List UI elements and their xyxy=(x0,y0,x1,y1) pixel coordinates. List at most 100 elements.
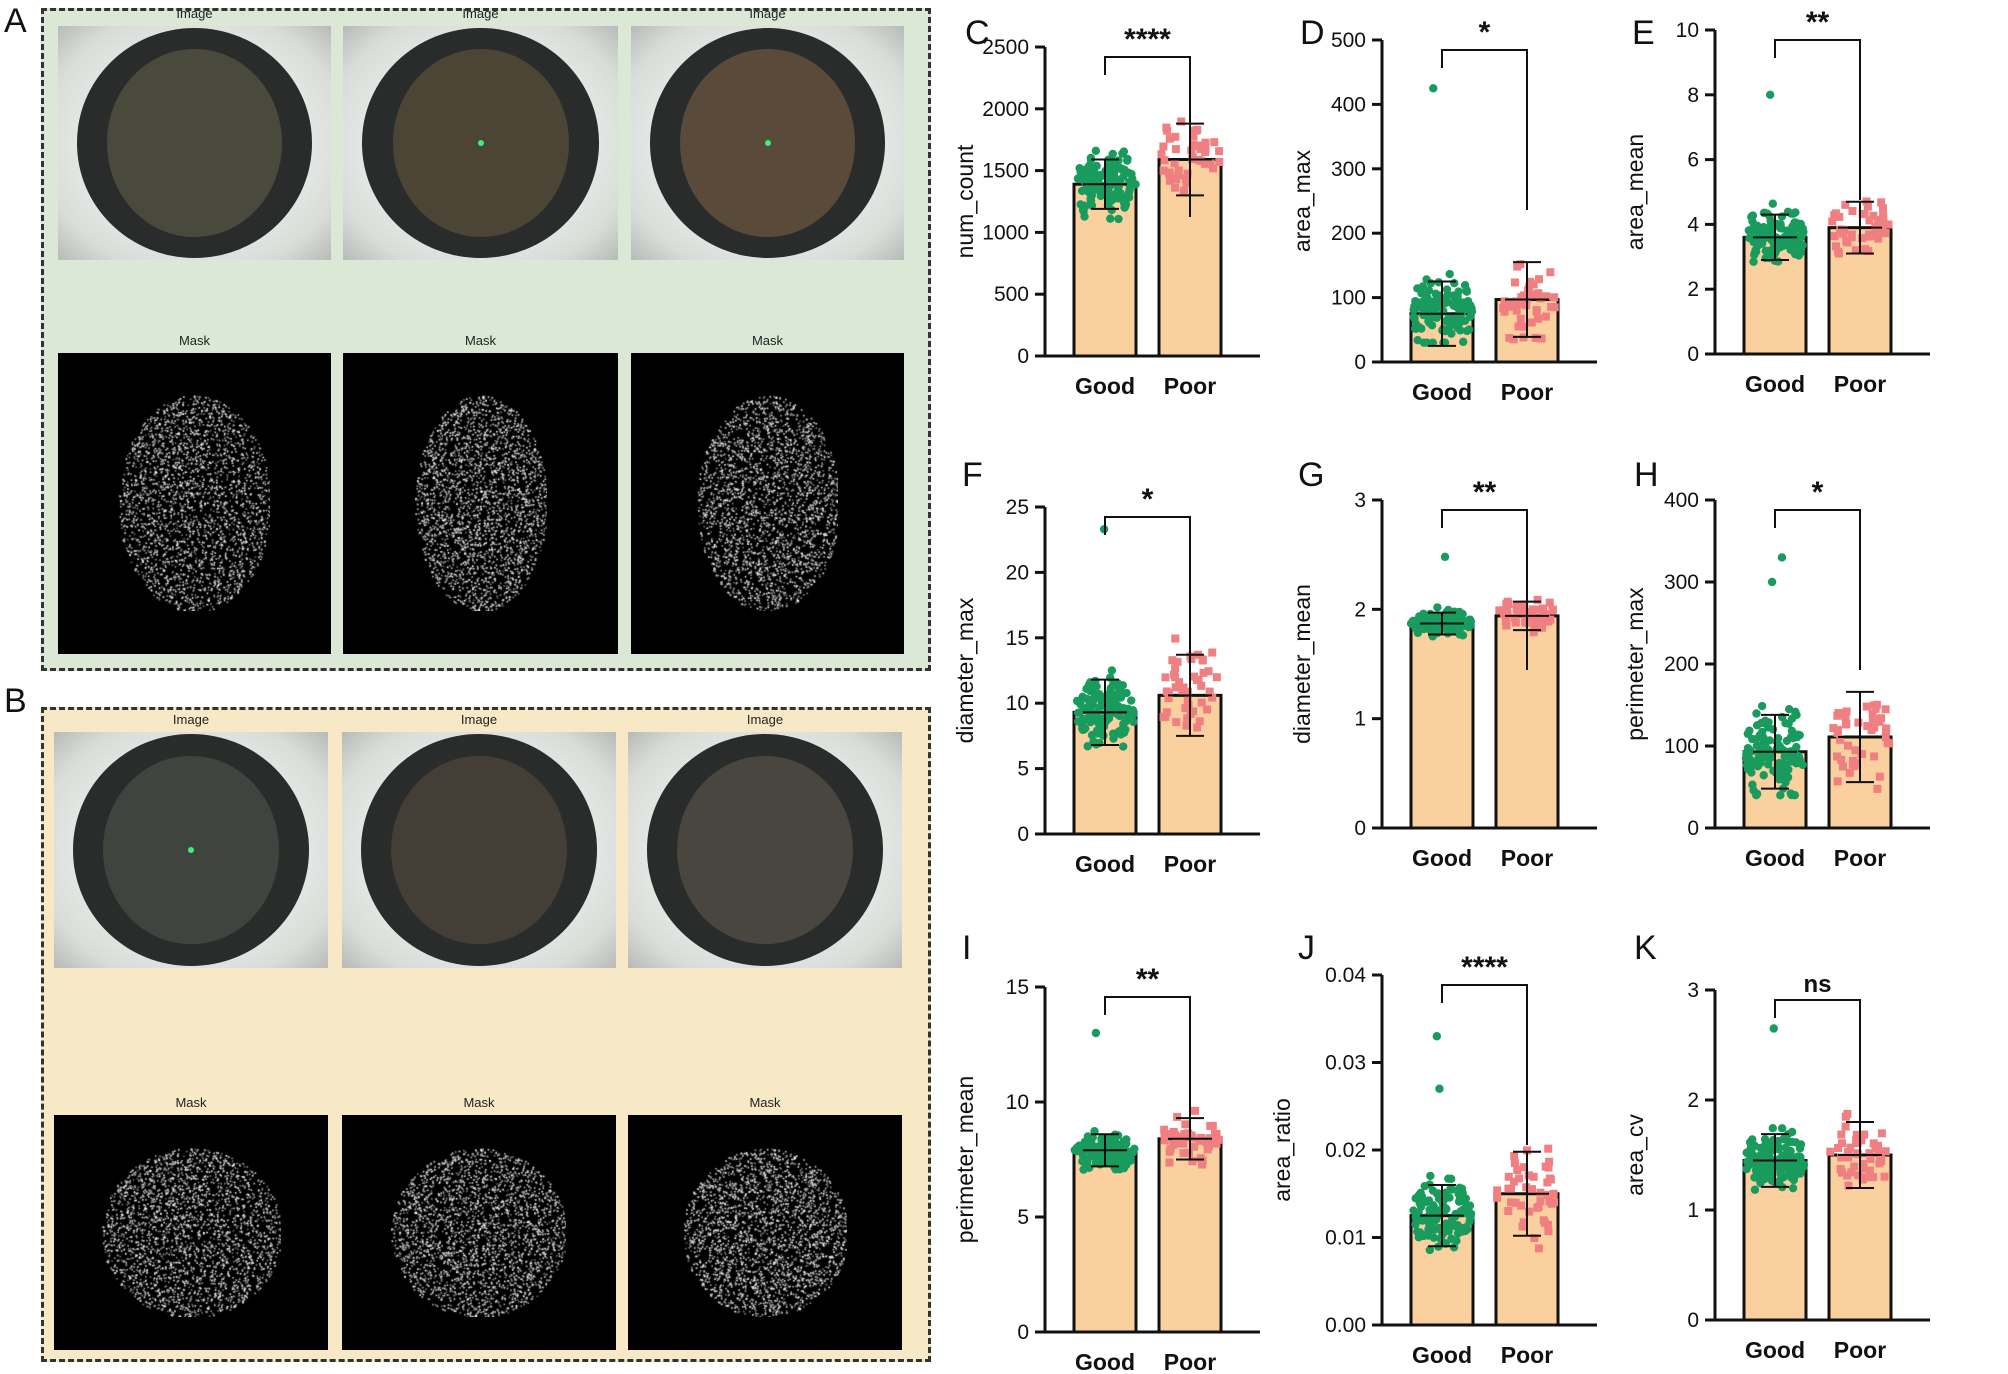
data-point-good xyxy=(1413,335,1422,345)
data-point-poor xyxy=(1844,1181,1853,1190)
data-point-poor xyxy=(1171,683,1180,692)
data-point-good xyxy=(1450,278,1459,288)
data-point-good xyxy=(1089,1150,1098,1159)
data-point-good xyxy=(1752,709,1761,718)
image-label: Image xyxy=(176,6,213,21)
data-point-poor xyxy=(1177,1132,1186,1141)
mask-tile-1: Mask xyxy=(54,1095,328,1350)
data-point-poor xyxy=(1510,1158,1519,1167)
y-tick-label: 10 xyxy=(1676,19,1699,42)
data-point-poor xyxy=(1530,619,1539,628)
mask-label: Mask xyxy=(751,333,784,348)
significance-label: ** xyxy=(1136,963,1160,996)
data-point-poor xyxy=(1179,1149,1188,1158)
data-point-poor xyxy=(1861,245,1870,254)
data-point-good xyxy=(1099,731,1108,740)
data-point-poor xyxy=(1848,760,1857,769)
data-point-good xyxy=(1424,286,1434,295)
data-point-poor xyxy=(1165,1158,1174,1167)
data-point-good xyxy=(1777,553,1787,562)
y-axis-label: diameter_max xyxy=(952,597,978,743)
data-point-poor xyxy=(1837,1139,1846,1148)
data-point-poor xyxy=(1871,704,1880,713)
data-point-good xyxy=(1765,90,1775,100)
data-point-good xyxy=(1750,1173,1759,1182)
data-point-poor xyxy=(1844,741,1853,750)
data-point-good xyxy=(1081,1141,1091,1151)
panel-letter: C xyxy=(965,14,990,52)
data-point-poor xyxy=(1193,723,1202,732)
panel-letter: E xyxy=(1632,14,1655,52)
data-point-good xyxy=(1425,1245,1435,1255)
data-point-good xyxy=(1095,689,1104,699)
data-point-good xyxy=(1091,146,1101,155)
panel-letter: J xyxy=(1298,929,1315,967)
data-point-good xyxy=(1774,742,1783,751)
y-tick-label: 400 xyxy=(1331,93,1366,116)
panel-letter-a: A xyxy=(4,2,27,40)
data-point-good xyxy=(1409,305,1418,314)
data-point-poor xyxy=(1198,1160,1207,1169)
data-point-poor xyxy=(1501,617,1510,626)
chart-j: J 0.00 0.01 0.02 0.03 0.04 area_ratio Good Poor *… xyxy=(1269,929,1597,1368)
x-tick-label: Good xyxy=(1075,1349,1135,1374)
data-point-good xyxy=(1790,249,1800,259)
data-point-good xyxy=(1453,323,1462,333)
image-label: Image xyxy=(462,6,499,21)
y-tick-label: 100 xyxy=(1331,287,1366,310)
y-axis-label: perimeter_max xyxy=(1622,587,1648,741)
data-point-poor xyxy=(1500,297,1509,306)
chart-i: I 0 5 10 15 perimeter_mean Good Poor ** xyxy=(952,929,1260,1374)
data-point-good xyxy=(1455,630,1464,639)
data-point-good xyxy=(1454,1197,1464,1206)
data-point-poor xyxy=(1524,1171,1533,1180)
data-point-poor xyxy=(1515,1174,1524,1183)
data-point-poor xyxy=(1520,291,1529,300)
data-point-poor xyxy=(1533,595,1542,604)
data-point-poor xyxy=(1878,204,1887,213)
data-point-poor xyxy=(1518,604,1527,613)
data-point-good xyxy=(1086,153,1096,163)
x-tick-label: Good xyxy=(1075,851,1135,877)
data-point-poor xyxy=(1173,657,1182,666)
data-point-poor xyxy=(1509,335,1518,344)
data-point-poor xyxy=(1546,268,1555,277)
data-point-poor xyxy=(1859,1159,1868,1168)
x-tick-label: Good xyxy=(1412,845,1472,871)
data-point-good xyxy=(1409,1206,1418,1215)
data-point-poor xyxy=(1510,278,1519,287)
data-point-good xyxy=(1787,790,1796,800)
data-point-good xyxy=(1462,1200,1471,1210)
data-point-poor xyxy=(1859,1164,1868,1173)
data-point-poor xyxy=(1190,1142,1199,1151)
data-point-good xyxy=(1436,302,1446,312)
data-point-good xyxy=(1752,741,1762,750)
data-point-poor xyxy=(1833,777,1842,786)
x-tick-label: Good xyxy=(1745,371,1805,397)
data-point-good xyxy=(1119,147,1129,156)
significance-label: **** xyxy=(1124,23,1171,56)
data-point-good xyxy=(1464,615,1474,625)
data-point-poor xyxy=(1157,150,1166,159)
image-label: Image xyxy=(460,712,498,727)
data-point-good xyxy=(1419,310,1428,319)
data-point-poor xyxy=(1171,132,1180,141)
y-tick-label: 200 xyxy=(1664,653,1699,676)
x-tick-label: Poor xyxy=(1834,371,1886,397)
data-point-poor xyxy=(1524,286,1533,295)
data-point-poor xyxy=(1541,312,1550,321)
data-point-good xyxy=(1432,313,1441,322)
data-point-poor xyxy=(1880,229,1889,238)
data-point-good xyxy=(1429,625,1438,635)
data-point-poor xyxy=(1858,234,1867,243)
data-point-good xyxy=(1798,240,1807,250)
data-point-poor xyxy=(1162,1130,1171,1139)
data-point-good xyxy=(1073,708,1083,718)
chart-e: E 0 2 4 6 8 10 area_mean Good Poor ** xyxy=(1622,6,1930,397)
data-point-poor xyxy=(1877,198,1886,207)
data-point-good xyxy=(1075,163,1084,173)
data-point-poor xyxy=(1182,721,1191,730)
data-point-poor xyxy=(1165,168,1174,177)
data-point-poor xyxy=(1865,232,1874,241)
